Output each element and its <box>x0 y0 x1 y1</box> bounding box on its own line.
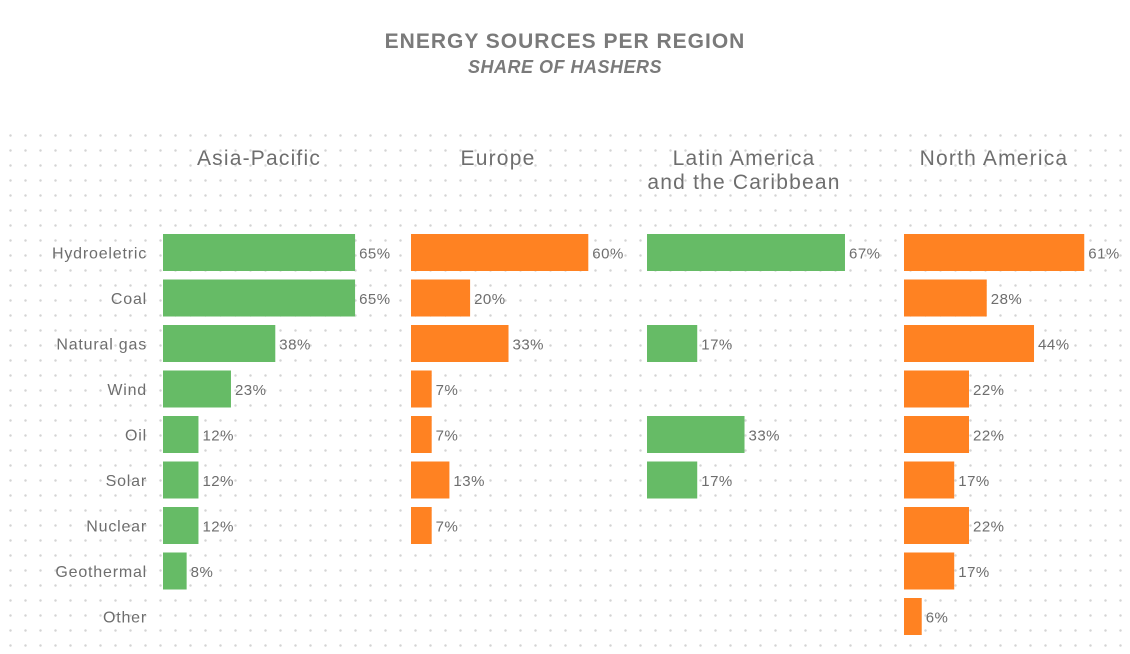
category-label: Wind <box>107 382 147 399</box>
data-label: 12% <box>202 519 234 536</box>
category-label: Oil <box>125 428 147 445</box>
bar <box>411 507 432 544</box>
data-label: 22% <box>973 428 1005 445</box>
category-label: Geothermal <box>55 564 147 581</box>
bar <box>904 279 987 317</box>
data-label: 33% <box>513 337 545 354</box>
data-label: 22% <box>973 382 1005 399</box>
category-label: Natural gas <box>56 337 147 354</box>
data-label: 17% <box>701 337 733 354</box>
bar <box>163 461 199 499</box>
bar <box>904 598 922 635</box>
data-label: 65% <box>359 291 391 308</box>
bar <box>904 325 1035 362</box>
bar <box>411 279 471 317</box>
data-label: 7% <box>436 382 459 399</box>
bar <box>411 325 509 362</box>
bar <box>411 416 432 453</box>
bar <box>904 416 970 453</box>
category-label: Other <box>103 610 147 627</box>
data-label: 7% <box>436 519 459 536</box>
data-label: 20% <box>474 291 506 308</box>
data-label: 61% <box>1088 246 1120 263</box>
panel-title: Asia-Pacific <box>197 147 321 170</box>
bar <box>163 416 199 453</box>
bar <box>904 552 955 590</box>
data-label: 67% <box>849 246 881 263</box>
bar <box>163 552 187 590</box>
bar <box>647 416 745 453</box>
bar <box>163 325 276 362</box>
panel-title: Latin America <box>673 147 816 170</box>
bar <box>647 325 698 362</box>
bar <box>904 234 1085 271</box>
data-label: 6% <box>926 610 949 627</box>
bar <box>163 370 231 408</box>
category-label: Solar <box>106 473 147 490</box>
bar <box>904 507 970 544</box>
data-label: 7% <box>436 428 459 445</box>
bar <box>904 370 970 408</box>
data-label: 65% <box>359 246 391 263</box>
category-label: Hydroeletric <box>52 246 147 263</box>
bar <box>163 279 356 317</box>
bar <box>411 234 589 271</box>
panel-title: North America <box>920 147 1069 170</box>
bar <box>904 461 955 499</box>
data-label: 17% <box>958 564 990 581</box>
data-label: 13% <box>453 473 485 490</box>
data-label: 12% <box>202 473 234 490</box>
data-label: 23% <box>235 382 267 399</box>
data-label: 17% <box>701 473 733 490</box>
data-label: 28% <box>991 291 1023 308</box>
data-label: 38% <box>279 337 311 354</box>
chart-subtitle: SHARE OF HASHERS <box>467 57 663 77</box>
panel-title: Europe <box>461 147 536 170</box>
bar <box>163 507 199 544</box>
data-label: 22% <box>973 519 1005 536</box>
data-label: 8% <box>191 564 214 581</box>
bar <box>411 461 450 499</box>
chart-title: ENERGY SOURCES PER REGION <box>384 30 746 53</box>
data-label: 44% <box>1038 337 1070 354</box>
bar <box>647 234 845 271</box>
data-label: 33% <box>749 428 781 445</box>
panel-title: and the Caribbean <box>647 171 840 194</box>
bar <box>411 370 432 408</box>
data-label: 60% <box>592 246 624 263</box>
category-label: Coal <box>111 291 147 308</box>
data-label: 17% <box>958 473 990 490</box>
bar <box>163 234 356 271</box>
bar <box>647 461 698 499</box>
data-label: 12% <box>202 428 234 445</box>
category-label: Nuclear <box>86 519 147 536</box>
